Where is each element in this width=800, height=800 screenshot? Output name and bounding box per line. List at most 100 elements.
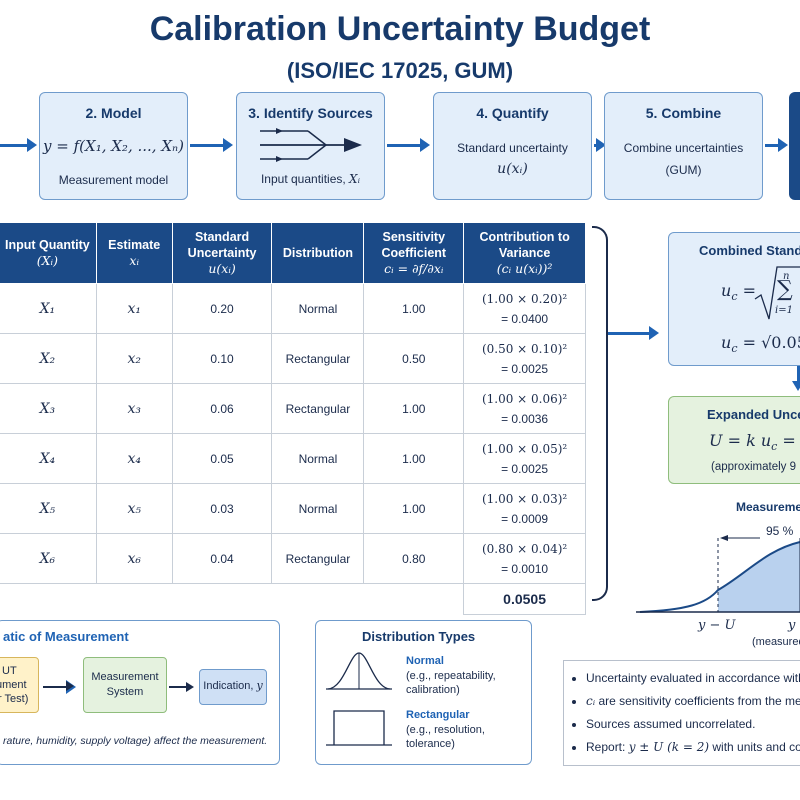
distribution-types-title: Distribution Types xyxy=(362,629,476,644)
note-item: Uncertainty evaluated in accordance with xyxy=(586,671,800,685)
flow-arrow-model-to-sources xyxy=(190,138,233,152)
cell-quantity: X₄ xyxy=(0,433,97,484)
cell-quantity: X₂ xyxy=(0,333,97,384)
cell-uncertainty: 0.10 xyxy=(171,333,273,384)
cell-quantity: X₆ xyxy=(0,533,97,584)
col-contribution: Contribution to Variance (cᵢ u(xᵢ))² xyxy=(463,222,586,284)
sum-top: n xyxy=(783,271,790,282)
normal-desc: (e.g., repeatability, calibration) xyxy=(406,670,496,696)
cell-uncertainty: 0.03 xyxy=(171,483,273,534)
step-next-box xyxy=(789,92,800,200)
col-standard-uncertainty: Standard Uncertainty u(xᵢ) xyxy=(171,222,273,284)
note-item: cᵢ are sensitivity coefficients from the… xyxy=(586,694,800,708)
cell-sensitivity: 0.80 xyxy=(363,533,465,584)
step-model: 2. Model y = f(X₁, X₂, ..., Xₙ) Measurem… xyxy=(39,92,188,200)
cell-uncertainty: 0.20 xyxy=(171,283,273,334)
cell-estimate: x₂ xyxy=(95,333,173,384)
combined-formula: uc = xyxy=(721,281,756,304)
flow-arrow-into-model xyxy=(0,138,37,152)
cell-estimate: x₅ xyxy=(95,483,173,534)
rectangular-distribution-icon xyxy=(326,710,392,746)
distribution-shaded-area xyxy=(718,542,800,612)
cell-sensitivity: 1.00 xyxy=(363,383,465,434)
step-quantify-title: 4. Quantify xyxy=(476,105,549,121)
cell-distribution: Rectangular xyxy=(271,383,365,434)
expanded-note: (approximately 9 xyxy=(711,461,797,473)
model-formula: y = f(X₁, X₂, ..., Xₙ) xyxy=(43,137,184,155)
note-item: Report: y ± U (k = 2) with units and co xyxy=(586,740,800,754)
table-row: X₆ x₆ 0.04 Rectangular 0.80 (0.80 × 0.04… xyxy=(0,533,586,584)
model-caption: Measurement model xyxy=(58,173,169,187)
dut-to-system-arrowhead xyxy=(66,681,74,691)
cell-uncertainty: 0.04 xyxy=(171,533,273,584)
indication-box: Indication, y xyxy=(199,669,267,705)
cell-distribution: Normal xyxy=(271,483,365,534)
cell-sensitivity: 1.00 xyxy=(363,483,465,534)
col-input-quantity: Input Quantity (Xᵢ) xyxy=(0,222,97,284)
combine-line1: Combine uncertainties xyxy=(623,141,744,155)
step-model-title: 2. Model xyxy=(85,105,142,121)
expanded-formula: U = k uc = 2 × xyxy=(709,431,800,454)
dut-to-system-arrow xyxy=(43,680,76,694)
table-row: X₄ x₄ 0.05 Normal 1.00 (1.00 × 0.05)² = 0… xyxy=(0,433,586,484)
col-distribution: Distribution xyxy=(271,222,365,284)
plot-title: Measureme xyxy=(736,500,800,514)
sources-converging-arrows-icon xyxy=(259,128,362,162)
cell-contribution: (0.80 × 0.04)² = 0.0010 xyxy=(463,533,586,584)
plot-percent: 95 % xyxy=(766,524,794,538)
step-identify-sources: 3. Identify Sources Input quantities, Xᵢ xyxy=(236,92,385,200)
cell-sensitivity: 1.00 xyxy=(363,433,465,484)
quantify-line1: Standard uncertainty xyxy=(457,141,568,155)
table-total-row: 0.0505 xyxy=(0,583,586,615)
sources-caption: Input quantities, Xᵢ xyxy=(237,172,384,186)
cell-sensitivity: 1.00 xyxy=(363,283,465,334)
note-item: Sources assumed uncorrelated. xyxy=(586,717,800,731)
cell-distribution: Rectangular xyxy=(271,333,365,384)
sources-caption-text: Input quantities, xyxy=(260,172,346,186)
cell-sensitivity: 0.50 xyxy=(363,333,465,384)
cell-estimate: x₄ xyxy=(95,433,173,484)
col-sensitivity: Sensitivity Coefficient cᵢ = ∂f/∂xᵢ xyxy=(363,222,465,284)
cell-contribution: (1.00 × 0.03)² = 0.0009 xyxy=(463,483,586,534)
arrow-table-to-combined xyxy=(608,326,659,340)
cell-estimate: x₃ xyxy=(95,383,173,434)
table-row: X₁ x₁ 0.20 Normal 1.00 (1.00 × 0.20)² = 0… xyxy=(0,283,586,334)
cell-distribution: Rectangular xyxy=(271,533,365,584)
step-combine: 5. Combine Combine uncertainties (GUM) xyxy=(604,92,763,200)
normal-title: Normal xyxy=(406,655,444,667)
measurement-distribution-plot xyxy=(636,535,800,613)
arrow-combined-to-expanded xyxy=(797,366,800,382)
plot-label-center: y xyxy=(788,618,796,633)
rect-desc: (e.g., resolution, tolerance) xyxy=(406,724,485,750)
schematic-footer: rature, humidity, supply voltage) affect… xyxy=(3,735,268,747)
table-row: X₃ x₃ 0.06 Rectangular 1.00 (1.00 × 0.06… xyxy=(0,383,586,434)
normal-distribution-icon xyxy=(326,652,392,690)
flow-arrow-sources-to-quantify xyxy=(387,138,430,152)
col-estimate: Estimate xᵢ xyxy=(95,222,173,284)
quantify-line2: u(xᵢ) xyxy=(497,161,528,177)
table-header-row: Input Quantity (Xᵢ) Estimate xᵢ Standard Un… xyxy=(0,222,586,284)
step-combine-title: 5. Combine xyxy=(645,105,722,121)
uncertainty-budget-table: Input Quantity (Xᵢ) Estimate xᵢ Standard Un… xyxy=(0,222,586,615)
flow-arrow-combine-to-next xyxy=(765,138,788,152)
page-subtitle: (ISO/IEC 17025, GUM) xyxy=(286,58,514,83)
cell-quantity: X₅ xyxy=(0,483,97,534)
rect-title: Rectangular xyxy=(406,709,470,721)
distribution-curve xyxy=(639,541,800,613)
cell-distribution: Normal xyxy=(271,433,365,484)
cell-uncertainty: 0.05 xyxy=(171,433,273,484)
table-row: X₂ x₂ 0.10 Rectangular 0.50 (0.50 × 0.10… xyxy=(0,333,586,384)
schematic-panel: atic of Measurement UT ument r Test) Mea… xyxy=(0,620,280,765)
combine-line2: (GUM) xyxy=(665,163,702,177)
cell-estimate: x₆ xyxy=(95,533,173,584)
combined-value: uc = √0.05 xyxy=(721,333,800,356)
total-variance: 0.0505 xyxy=(463,583,586,615)
sum-sign: ∑ xyxy=(777,277,793,302)
cell-contribution: (1.00 × 0.05)² = 0.0025 xyxy=(463,433,586,484)
step-sources-title: 3. Identify Sources xyxy=(248,105,373,121)
notes-panel: Uncertainty evaluated in accordance with… xyxy=(563,660,800,766)
sources-caption-var: Xᵢ xyxy=(349,172,361,186)
cell-contribution: (1.00 × 0.20)² = 0.0400 xyxy=(463,283,586,334)
flow-arrow-quantify-to-combine xyxy=(594,138,606,152)
table-row: X₅ x₅ 0.03 Normal 1.00 (1.00 × 0.03)² = 0… xyxy=(0,483,586,534)
